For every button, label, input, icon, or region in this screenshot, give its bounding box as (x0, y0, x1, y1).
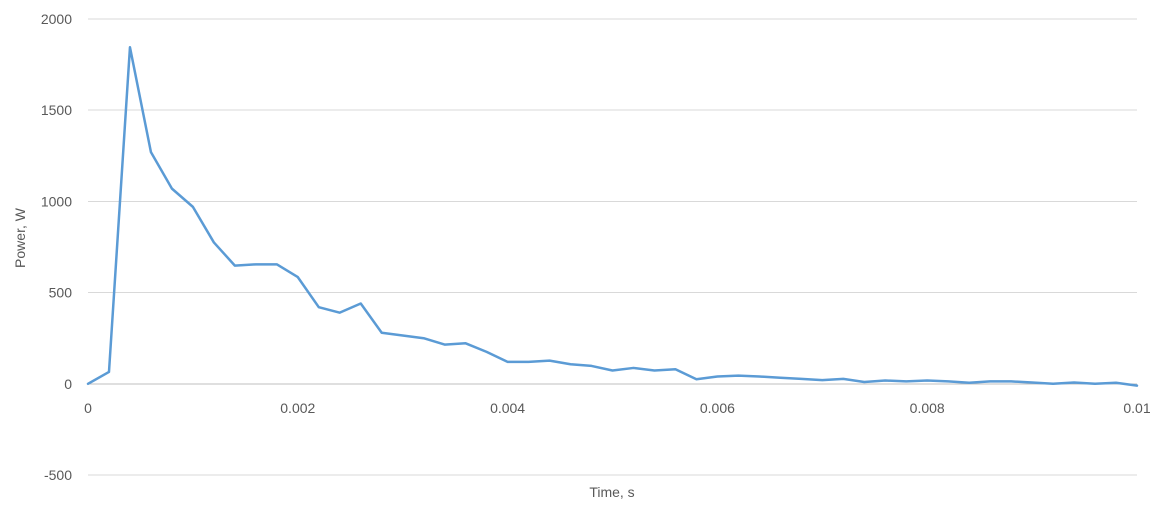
y-tick-labels: -500 0 500 1000 1500 2000 (41, 11, 72, 483)
x-tick-label: 0.002 (280, 400, 315, 416)
x-tick-label: 0.008 (910, 400, 945, 416)
y-tick-label: 2000 (41, 11, 72, 27)
x-tick-label: 0.004 (490, 400, 525, 416)
y-tick-label: 1000 (41, 193, 72, 209)
y-tick-label: 0 (64, 376, 72, 392)
x-tick-label: 0 (84, 400, 92, 416)
x-tick-label: 0.01 (1123, 400, 1150, 416)
x-axis-title: Time, s (589, 484, 634, 500)
gridlines (88, 18, 1137, 476)
y-axis-title: Power, W (12, 207, 28, 268)
y-tick-label: 500 (49, 285, 73, 301)
y-tick-label: 1500 (41, 102, 72, 118)
series-lines (86, 46, 1139, 387)
series-line (86, 46, 1139, 387)
y-tick-label: -500 (44, 467, 72, 483)
x-tick-labels: 0 0.002 0.004 0.006 0.008 0.01 (84, 400, 1151, 416)
x-tick-label: 0.006 (700, 400, 735, 416)
